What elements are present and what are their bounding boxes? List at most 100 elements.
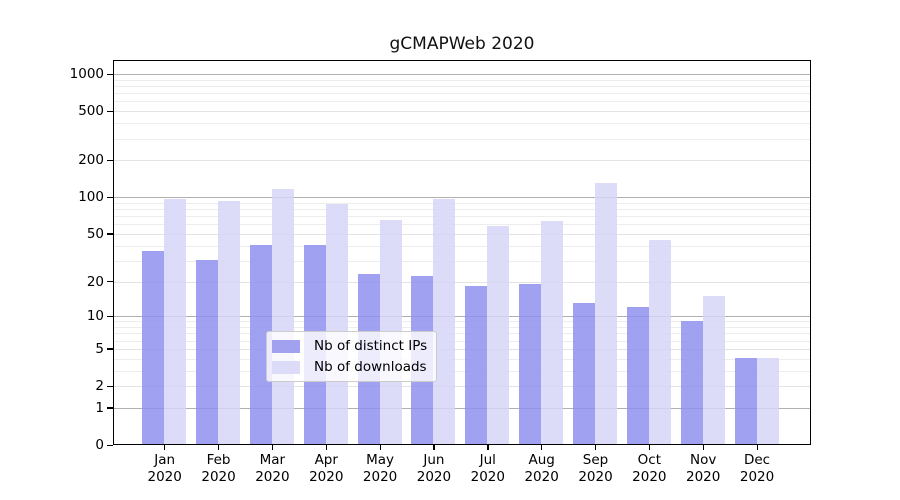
x-axis-tick [648, 445, 651, 450]
y-grid-line [114, 281, 810, 283]
bar-distinct-ips-dec [734, 358, 757, 445]
bar-distinct-ips-sep [573, 302, 595, 445]
x-tick-year: 2020 [147, 469, 182, 485]
legend-swatch [272, 360, 300, 374]
y-axis-tick-label: 1000 [69, 66, 104, 83]
legend-label: Nb of downloads [314, 359, 427, 375]
x-tick-year: 2020 [632, 469, 667, 485]
y-axis-tick [107, 407, 113, 409]
x-tick-year: 2020 [578, 469, 613, 485]
y-axis-tick [107, 196, 113, 198]
x-tick-month: Mar [259, 452, 286, 468]
y-axis-tick [107, 110, 113, 113]
y-grid-line [114, 224, 810, 226]
y-axis-tick-label: 100 [78, 189, 104, 206]
bar-downloads-apr [325, 203, 348, 445]
y-grid-line [114, 79, 810, 81]
x-axis-tick-label: Jun 2020 [406, 452, 462, 486]
x-tick-month: Dec [743, 452, 771, 468]
y-axis-tick [107, 281, 113, 283]
y-axis-tick-label: 2 [95, 378, 104, 395]
x-tick-year: 2020 [416, 469, 452, 485]
bar-distinct-ips-aug [519, 283, 542, 445]
x-axis-tick-label: May 2020 [352, 452, 408, 486]
legend-item: Nb of distinct IPs [272, 337, 427, 355]
bar-distinct-ips-mar [249, 245, 272, 445]
y-axis-tick [107, 73, 113, 75]
bar-distinct-ips-jul [465, 286, 488, 445]
bar-downloads-jun [433, 199, 456, 445]
legend-item: Nb of downloads [272, 358, 427, 376]
y-grid-line [114, 123, 810, 125]
bar-downloads-oct [648, 240, 671, 445]
x-tick-month: Feb [206, 452, 231, 468]
y-grid-line [114, 101, 810, 103]
x-axis-tick-label: Sep 2020 [568, 452, 624, 486]
x-axis-tick [756, 445, 758, 450]
legend-swatch [272, 339, 300, 353]
x-axis-tick-label: Apr 2020 [298, 452, 354, 486]
bar-downloads-jul [487, 225, 510, 445]
y-axis-tick-label: 5 [95, 340, 104, 357]
x-axis-tick-label: Mar 2020 [244, 452, 300, 486]
bar-downloads-dec [756, 358, 779, 445]
x-axis-tick [325, 445, 328, 450]
y-grid-line [114, 111, 810, 113]
y-grid-line [114, 233, 810, 235]
y-grid-line [114, 316, 810, 318]
x-tick-month: Oct [637, 452, 662, 468]
x-tick-year: 2020 [255, 469, 290, 485]
y-grid-line [114, 333, 810, 335]
x-axis-tick [487, 445, 489, 450]
x-tick-month: Jul [479, 452, 496, 468]
bar-downloads-sep [595, 182, 617, 445]
x-tick-month: Aug [528, 452, 555, 468]
y-axis-tick-label: 20 [86, 273, 104, 290]
x-axis-tick [271, 445, 274, 450]
y-axis-tick [107, 444, 113, 446]
x-axis-tick-label: Nov 2020 [675, 452, 731, 486]
bar-downloads-feb [218, 200, 241, 445]
bar-downloads-mar [271, 188, 294, 445]
y-grid-line [114, 407, 810, 409]
y-axis-tick-label: 500 [78, 103, 104, 120]
y-grid-line [114, 93, 810, 95]
y-grid-line [114, 160, 810, 162]
x-axis-tick-label: Jul 2020 [460, 452, 516, 486]
plot-area [113, 60, 811, 445]
y-grid-line [114, 245, 810, 247]
y-axis-tick [107, 233, 113, 235]
x-tick-year: 2020 [524, 469, 559, 485]
y-axis-tick [107, 348, 113, 350]
legend: Nb of distinct IPs Nb of downloads [266, 331, 438, 382]
x-tick-year: 2020 [201, 469, 236, 485]
y-grid-line [114, 340, 810, 342]
x-tick-month: Jun [423, 452, 445, 468]
x-tick-month: May [366, 452, 395, 468]
y-axis-tick [107, 159, 113, 162]
y-grid-line [114, 202, 810, 204]
y-grid-line [114, 138, 810, 140]
x-axis-tick-label: Oct 2020 [621, 452, 677, 486]
y-axis-tick-label: 0 [95, 437, 104, 453]
y-grid-line [114, 197, 810, 199]
y-grid-line [114, 358, 810, 360]
y-axis-tick [107, 315, 113, 318]
x-axis-tick-label: Dec 2020 [729, 452, 785, 486]
y-grid-line [114, 216, 810, 218]
y-axis-tick-label: 10 [86, 308, 104, 325]
x-tick-month: Jan [154, 452, 176, 468]
bar-distinct-ips-nov [680, 320, 703, 445]
x-tick-year: 2020 [309, 469, 344, 485]
bar-downloads-nov [702, 295, 725, 445]
y-grid-line [114, 321, 810, 323]
bar-distinct-ips-jan [142, 250, 165, 445]
x-axis-tick [379, 445, 381, 450]
x-tick-month: Apr [314, 452, 338, 468]
y-grid-line [114, 86, 810, 88]
y-grid-line [114, 348, 810, 350]
x-tick-year: 2020 [686, 469, 721, 485]
y-grid-line [114, 370, 810, 372]
x-axis-tick-label: Jan 2020 [137, 452, 193, 486]
